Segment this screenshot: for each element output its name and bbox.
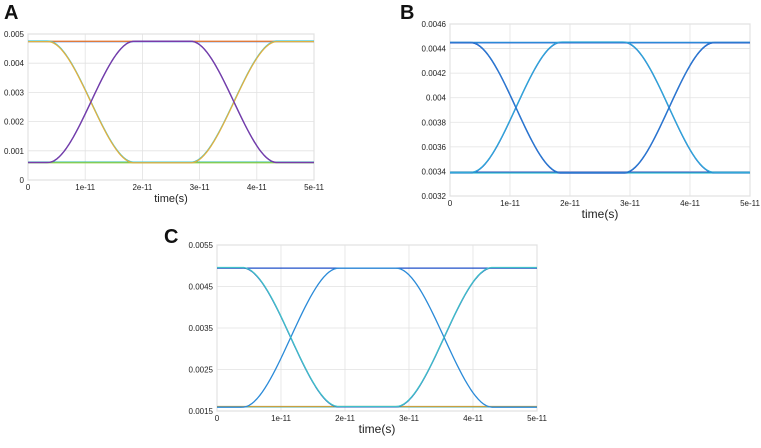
y-tick-label: 0.005 (4, 30, 25, 39)
chart-c: 0 1e-11 2e-11 3e-11 4e-11 5e-11 0.0015 0.0025 0.… (189, 241, 548, 436)
y-tick-label: 0.004 (4, 59, 25, 68)
y-tick-label: 0.0034 (422, 167, 447, 176)
y-tick-label: 0.0042 (422, 69, 447, 78)
x-tick-label: 1e-11 (500, 199, 520, 208)
x-tick-label: 0 (448, 199, 453, 208)
y-tick-label: 0.0036 (422, 143, 447, 152)
y-tick-label: 0.0038 (422, 118, 447, 127)
x-tick-label: 4e-11 (463, 414, 483, 423)
series-line-rise-fall (217, 267, 537, 408)
x-axis-label: time(s) (359, 422, 396, 436)
y-tick-label: 0.0035 (189, 324, 214, 333)
chart-b: 0 1e-11 2e-11 3e-11 4e-11 5e-11 0.0032 0.0034 0.… (422, 20, 761, 221)
y-tick-label: 0.0044 (422, 45, 447, 54)
x-tick-label: 5e-11 (740, 199, 760, 208)
y-tick-label: 0.001 (4, 147, 25, 156)
y-tick-label: 0.002 (4, 118, 25, 127)
x-tick-label: 3e-11 (190, 183, 210, 192)
x-tick-label: 5e-11 (304, 183, 324, 192)
y-tick-label: 0.0015 (189, 407, 214, 416)
x-tick-label: 1e-11 (271, 414, 291, 423)
y-tick-label: 0.0025 (189, 366, 214, 375)
x-tick-label: 4e-11 (247, 183, 267, 192)
y-tick-label: 0 (20, 176, 25, 185)
y-tick-label: 0.0055 (189, 241, 214, 250)
series-line-rise-fall-2 (450, 41, 750, 173)
plot-area (449, 23, 751, 197)
y-tick-label: 0.004 (426, 94, 447, 103)
y-tick-label: 0.003 (4, 88, 25, 97)
series-line-fall-rise-2 (450, 41, 750, 174)
y-tick-label: 0.0045 (189, 283, 214, 292)
series-line-fall-rise-2 (28, 40, 314, 164)
x-tick-label: 2e-11 (335, 414, 355, 423)
chart-a: 0 1e-11 2e-11 3e-11 4e-11 5e-11 0 0.001 0.002 0.0… (4, 30, 325, 205)
y-tick-label: 0.0046 (422, 20, 447, 29)
x-tick-label: 1e-11 (75, 183, 95, 192)
x-tick-label: 0 (26, 183, 31, 192)
x-tick-label: 3e-11 (399, 414, 419, 423)
series-line-fall-rise-2 (217, 266, 537, 408)
x-tick-label: 2e-11 (132, 183, 152, 192)
series-line-rise-fall-2 (28, 40, 314, 164)
panel-label-c: C (164, 226, 179, 248)
x-axis-label: time(s) (154, 193, 188, 205)
x-axis-label: time(s) (582, 207, 619, 221)
x-tick-label: 4e-11 (680, 199, 700, 208)
x-tick-label: 2e-11 (560, 199, 580, 208)
y-tick-label: 0.0032 (422, 192, 447, 201)
panel-label-a: A (4, 2, 19, 24)
plot-area (27, 33, 315, 181)
x-tick-label: 3e-11 (620, 199, 640, 208)
panel-label-b: B (400, 2, 415, 24)
x-tick-label: 5e-11 (527, 414, 547, 423)
x-tick-label: 0 (215, 414, 220, 423)
